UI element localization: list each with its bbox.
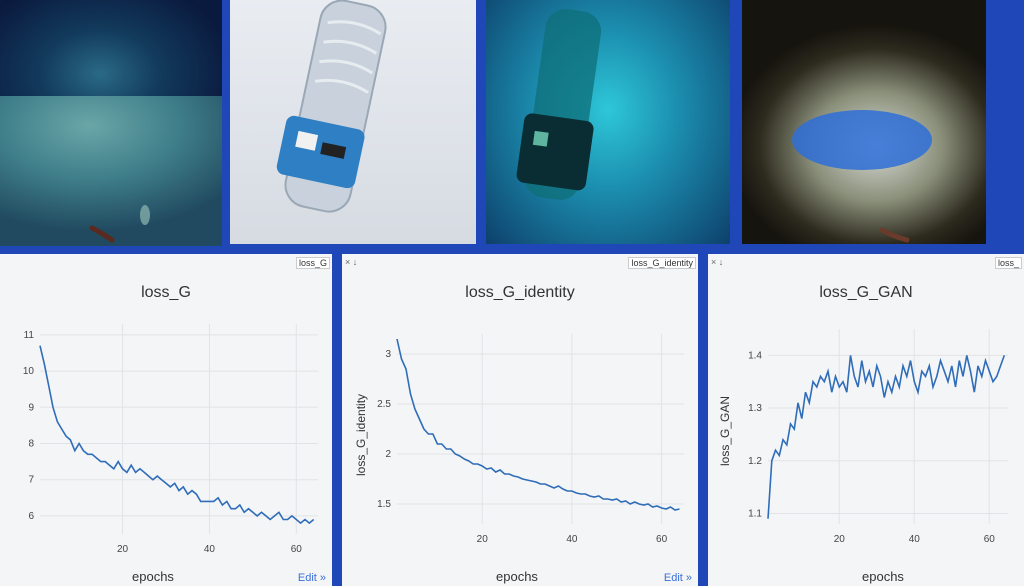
x-tick-label: 60 xyxy=(291,544,303,555)
y-tick-label: 2.5 xyxy=(377,399,391,410)
chart-title: loss_G_GAN xyxy=(819,284,913,301)
chart-title: loss_G_identity xyxy=(465,284,575,301)
chart-title: loss_G xyxy=(141,284,191,301)
y-tick-label: 1.2 xyxy=(748,456,762,467)
x-tick-label: 40 xyxy=(566,534,578,545)
series-line xyxy=(767,355,1006,519)
x-tick-label: 20 xyxy=(834,534,846,545)
chart-panel-loss-g: loss_G loss_G 6 7 8 9 10 11 20 40 60 epochs Edit… xyxy=(0,254,332,586)
translated-bottle-icon xyxy=(516,9,602,200)
loss-g-gan-chart: 1.1 1.2 1.3 1.4 20 40 60 xyxy=(748,329,1008,545)
edit-link[interactable]: Edit » xyxy=(297,572,326,584)
edit-link[interactable]: Edit » xyxy=(663,572,692,584)
y-tick-label: 8 xyxy=(28,438,34,449)
seafloor-image xyxy=(0,0,222,246)
close-icon[interactable]: × ↓ xyxy=(711,257,724,267)
y-tick-label: 11 xyxy=(24,330,35,341)
x-axis-label: epochs xyxy=(496,569,538,584)
y-tick-label: 1.3 xyxy=(748,403,762,414)
panel-tab-label[interactable]: loss_ xyxy=(994,257,1022,269)
series-line xyxy=(396,338,680,511)
y-tick-label: 9 xyxy=(28,402,34,413)
x-axis-label: epochs xyxy=(132,569,174,584)
x-tick-label: 20 xyxy=(117,544,129,555)
x-tick-label: 40 xyxy=(909,534,921,545)
plastic-bottle-image xyxy=(230,0,476,244)
y-axis-label: loss_G_identity xyxy=(354,393,368,476)
close-icon[interactable]: × ↓ xyxy=(345,257,358,267)
translated-seafloor-icon xyxy=(792,110,932,243)
y-tick-label: 1.4 xyxy=(748,350,762,361)
translated-seafloor-image xyxy=(742,0,986,244)
y-tick-label: 10 xyxy=(23,366,35,377)
panel-tab-label[interactable]: loss_G_identity xyxy=(628,257,696,269)
y-tick-label: 7 xyxy=(28,475,34,486)
chart-panel-loss-g-gan: × ↓ loss_ loss_G_GAN 1.1 1.2 1.3 1.4 20 40 60 … xyxy=(708,254,1024,586)
bottle-icon xyxy=(276,0,387,213)
y-tick-label: 1.1 xyxy=(748,508,762,519)
translated-bottle-image xyxy=(486,0,730,244)
x-tick-label: 40 xyxy=(204,544,216,555)
panel-tab-label[interactable]: loss_G xyxy=(295,257,330,269)
series-line xyxy=(39,345,315,525)
x-tick-label: 20 xyxy=(477,534,489,545)
x-axis-label: epochs xyxy=(862,569,904,584)
y-tick-label: 2 xyxy=(385,449,391,460)
y-tick-label: 3 xyxy=(385,349,391,360)
x-tick-label: 60 xyxy=(984,534,996,545)
loss-g-identity-chart: 1.5 2 2.5 3 20 40 60 xyxy=(377,334,684,545)
loss-g-chart: 6 7 8 9 10 11 20 40 60 xyxy=(23,324,318,555)
y-axis-label: loss_G_GAN xyxy=(718,395,732,466)
seafloor-detail xyxy=(89,205,150,243)
x-tick-label: 60 xyxy=(656,534,668,545)
chart-panel-loss-g-identity: × ↓ loss_G_identity loss_G_identity 1.5 2… xyxy=(342,254,698,586)
seafloor-texture xyxy=(0,96,222,246)
y-tick-label: 6 xyxy=(28,511,34,522)
y-tick-label: 1.5 xyxy=(377,499,391,510)
